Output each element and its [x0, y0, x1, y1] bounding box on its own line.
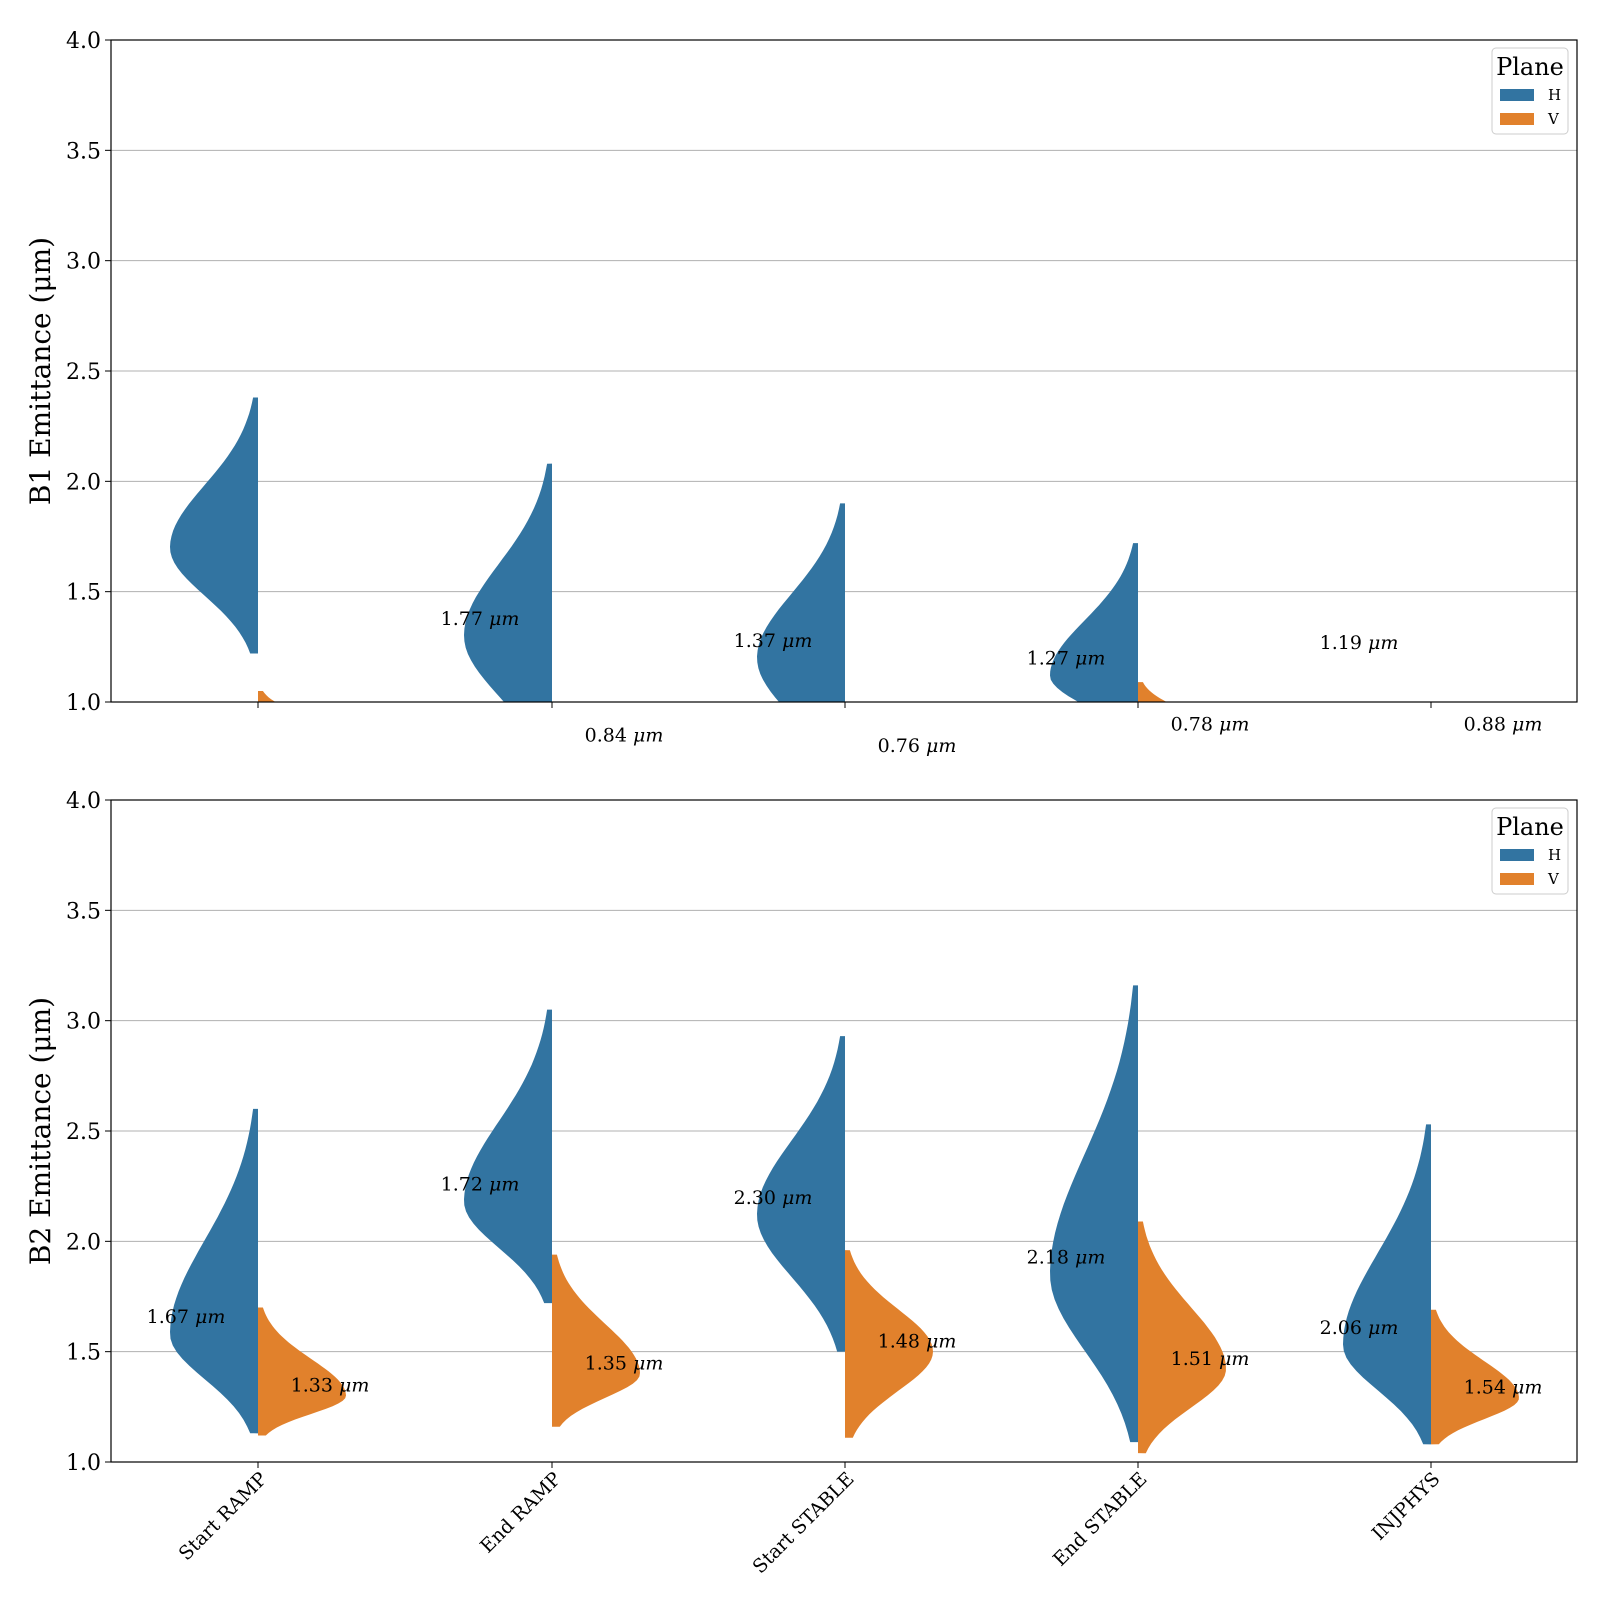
y-tick-label: 3.0	[66, 250, 101, 275]
x-tick-label: Start RAMP	[175, 1468, 272, 1565]
value-annotation: 0.76 μm	[878, 735, 957, 757]
y-tick-label: 1.0	[66, 1451, 101, 1476]
y-tick-label: 3.5	[66, 899, 101, 924]
b1-emittance-panel: 1.0 1.5 2.0 2.5 3.0 3.5 4.0 1.77 μm 1.37 μm 1.27 …	[24, 29, 1578, 812]
legend-title: Plane	[1496, 813, 1564, 841]
violin-v-0	[258, 690, 276, 702]
violin-h-4	[1343, 1124, 1431, 1445]
value-annotation: 1.37 μm	[734, 630, 813, 652]
y-tick-label: 1.5	[66, 1341, 101, 1366]
y-tick-label: 4.0	[66, 29, 101, 54]
legend-swatch-h	[1500, 89, 1534, 101]
violin-h-1	[464, 1009, 552, 1304]
y-tick-label: 1.0	[66, 691, 101, 716]
y-tick-label: 1.5	[66, 581, 101, 606]
violin-v-2	[845, 1250, 933, 1438]
violin-group	[170, 397, 1167, 812]
value-annotation: 1.54 μm	[1464, 1377, 1543, 1399]
axes-frame	[110, 799, 1578, 1463]
value-annotation: 2.30 μm	[734, 1187, 813, 1209]
legend-label-v: V	[1547, 110, 1560, 128]
y-tick-label: 3.5	[66, 139, 101, 164]
legend-label-v: V	[1547, 870, 1560, 888]
violin-v-1	[552, 702, 640, 801]
y-tick-label: 2.0	[66, 1230, 101, 1255]
value-annotation: 0.84 μm	[585, 725, 664, 747]
value-annotation: 1.33 μm	[291, 1374, 370, 1396]
y-tick-label: 2.5	[66, 1120, 101, 1145]
legend-swatch-v	[1500, 873, 1534, 885]
violin-v-1	[552, 1254, 640, 1427]
violin-h-0	[170, 397, 258, 654]
value-annotation: 0.78 μm	[1171, 714, 1250, 736]
value-annotation: 2.06 μm	[1320, 1317, 1399, 1339]
violin-group	[170, 985, 1519, 1454]
axes-frame	[110, 39, 1578, 703]
value-annotation: 0.88 μm	[1464, 714, 1543, 736]
legend: Plane HV	[1491, 807, 1569, 895]
legend-label-h: H	[1548, 846, 1561, 864]
legend-swatch-v	[1500, 113, 1534, 125]
legend-label-h: H	[1548, 86, 1561, 104]
value-annotation: 1.51 μm	[1171, 1348, 1250, 1370]
violin-h-3	[1050, 985, 1138, 1443]
y-tick-label: 2.0	[66, 470, 101, 495]
x-tick-label: INJPHYS	[1368, 1468, 1445, 1545]
y-tick-label: 4.0	[66, 789, 101, 814]
x-tick-label: End STABLE	[1049, 1468, 1152, 1571]
legend-title: Plane	[1496, 53, 1564, 81]
value-annotation: 1.27 μm	[1027, 647, 1106, 669]
y-tick-label: 3.0	[66, 1010, 101, 1035]
violin-h-0	[170, 1108, 258, 1434]
violin-h-1	[464, 463, 552, 702]
violin-h-2	[757, 1036, 845, 1352]
value-annotation: 1.35 μm	[585, 1352, 664, 1374]
violin-v-3	[1138, 1221, 1226, 1454]
value-annotation: 1.72 μm	[441, 1174, 520, 1196]
violin-v-3	[1138, 682, 1167, 702]
violin-v-0	[258, 1307, 346, 1436]
value-annotation: 1.67 μm	[147, 1306, 226, 1328]
value-annotation: 2.18 μm	[1027, 1246, 1106, 1268]
x-tick-label: Start STABLE	[749, 1468, 859, 1578]
y-axis-label: B1 Emittance (μm)	[24, 237, 57, 505]
violin-v-2	[845, 713, 933, 812]
violin-v-4	[1431, 1309, 1519, 1445]
legend-swatch-h	[1500, 849, 1534, 861]
y-axis-label: B2 Emittance (μm)	[24, 997, 57, 1265]
violin-h-3	[1050, 543, 1138, 702]
b2-emittance-panel: 1.0 1.5 2.0 2.5 3.0 3.5 4.0 1.67 μm 1.72 μm 2.30 …	[24, 789, 1578, 1578]
violin-h-2	[757, 503, 845, 702]
value-annotation: 1.19 μm	[1320, 632, 1399, 654]
legend: Plane HV	[1491, 47, 1569, 135]
value-annotation: 1.77 μm	[441, 608, 520, 630]
value-annotation: 1.48 μm	[878, 1330, 957, 1352]
x-tick-label: End RAMP	[476, 1468, 566, 1558]
y-tick-label: 2.5	[66, 360, 101, 385]
